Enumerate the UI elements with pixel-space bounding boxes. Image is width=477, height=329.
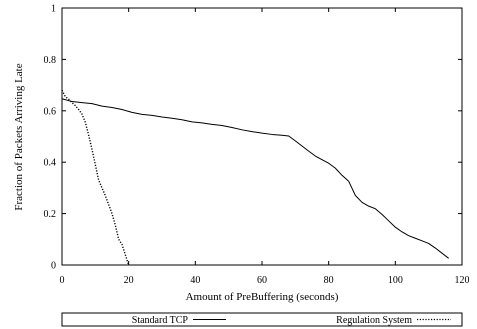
legend-label-standard-tcp: Standard TCP — [132, 315, 189, 326]
legend-box — [61, 312, 463, 327]
x-tick-label: 0 — [60, 275, 65, 286]
legend-label-regulation-system: Regulation System — [336, 315, 412, 326]
y-tick-label: 0.8 — [44, 55, 57, 66]
series-lines — [61, 89, 449, 266]
x-tick-label: 60 — [257, 275, 267, 286]
y-tick-label: 0.4 — [44, 158, 57, 169]
x-tick-label: 20 — [124, 275, 134, 286]
x-axis-label: Amount of PreBuffering (seconds) — [186, 291, 339, 303]
series-line-regulation-system — [61, 89, 130, 266]
x-tick-label: 120 — [455, 275, 470, 286]
y-tick-label: 0.2 — [44, 209, 57, 220]
x-tick-label: 100 — [388, 275, 403, 286]
axis-tick-labels: 0 20 40 60 80 100 120 0 0.2 0.4 0.6 0.8 1 — [44, 4, 470, 287]
y-tick-label: 1 — [51, 4, 56, 15]
x-tick-label: 40 — [190, 275, 200, 286]
y-tick-label: 0 — [51, 261, 56, 272]
plot-frame — [61, 7, 463, 266]
series-line-standard-tcp — [61, 98, 449, 259]
x-tick-label: 80 — [324, 275, 334, 286]
axis-ticks — [61, 7, 463, 266]
y-tick-label: 0.6 — [44, 106, 57, 117]
y-axis-label: Fraction of Packets Arriving Late — [13, 63, 25, 210]
